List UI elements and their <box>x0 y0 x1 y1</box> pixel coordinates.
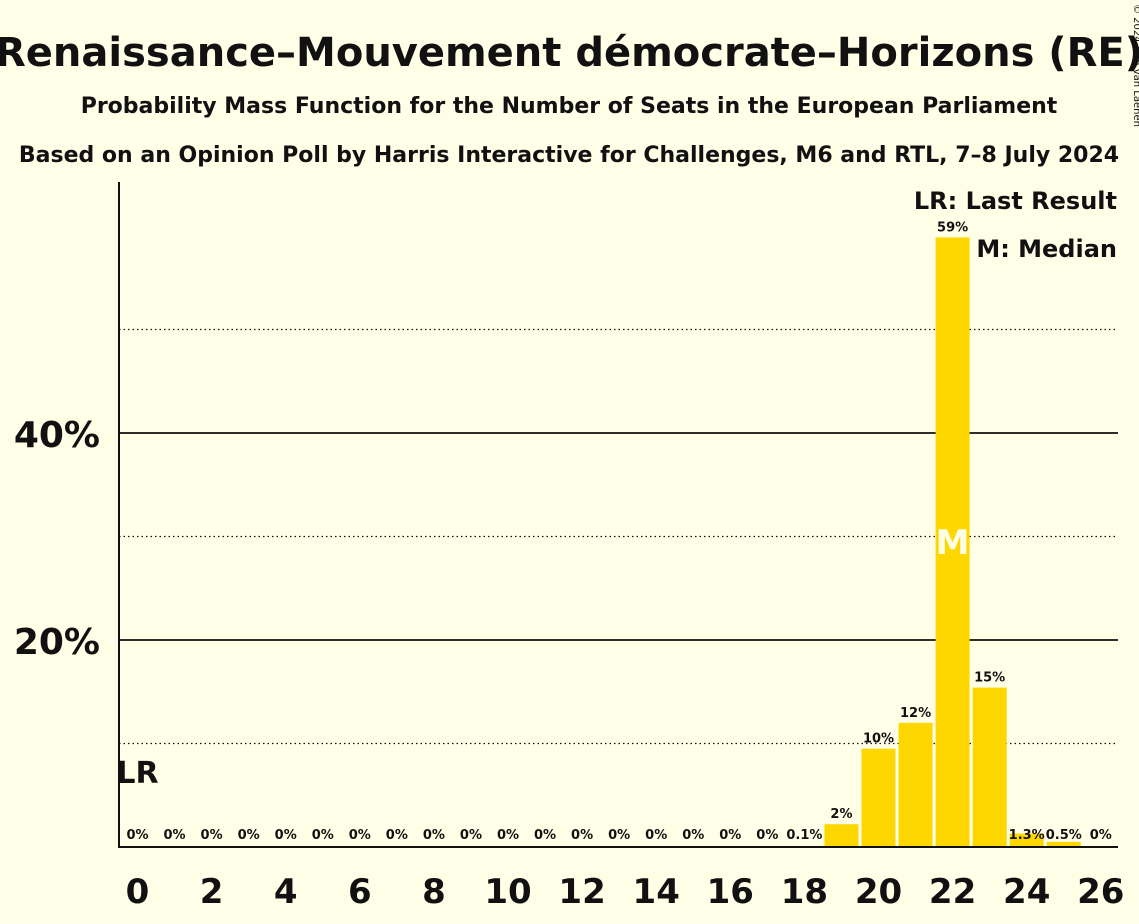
bar <box>1046 841 1081 847</box>
x-tick-label: 12 <box>558 872 605 912</box>
copyright-text: © 2024 Filip van Laenen <box>1131 4 1139 127</box>
x-tick-label: 22 <box>929 872 976 912</box>
bar-value-label: 0% <box>349 828 371 843</box>
bar-value-label: 0% <box>423 828 445 843</box>
x-tick-label: 20 <box>855 872 902 912</box>
bar-value-label: 0% <box>571 828 593 843</box>
x-tick-label: 16 <box>707 872 754 912</box>
bar <box>935 237 970 847</box>
bar-value-label: 0% <box>682 828 704 843</box>
bar-value-label: 0% <box>238 828 260 843</box>
x-tick-label: 0 <box>126 872 150 912</box>
x-tick-label: 24 <box>1003 872 1050 912</box>
bar-value-label: 1.3% <box>1009 828 1045 843</box>
x-tick-label: 6 <box>348 872 372 912</box>
bar-value-label: 0.5% <box>1046 828 1082 843</box>
chart-subtitle: Probability Mass Function for the Number… <box>81 94 1058 119</box>
bar-value-label: 59% <box>937 220 968 235</box>
bar-value-label: 0% <box>497 828 519 843</box>
bar <box>861 748 896 847</box>
legend: LR: Last Result M: Median <box>914 187 1117 263</box>
legend-last-result: LR: Last Result <box>914 187 1117 215</box>
bar-value-label: 0% <box>534 828 556 843</box>
bar-value-label: 0% <box>1090 828 1112 843</box>
chart-subtitle-2: Based on an Opinion Poll by Harris Inter… <box>19 143 1119 168</box>
x-tick-label: 4 <box>274 872 298 912</box>
bar-value-label: 0% <box>645 828 667 843</box>
last-result-marker: LR <box>116 756 158 791</box>
x-tick-label: 14 <box>633 872 680 912</box>
bar-value-label: 0% <box>386 828 408 843</box>
median-marker: M <box>936 523 970 563</box>
chart-title: Renaissance–Mouvement démocrate–Horizons… <box>0 30 1139 76</box>
bar <box>972 687 1007 847</box>
bar-value-label: 0% <box>126 828 148 843</box>
x-tick-label: 2 <box>200 872 224 912</box>
y-tick-label: 40% <box>14 415 100 456</box>
bar-value-label: 0% <box>756 828 778 843</box>
bar-value-label: 0% <box>460 828 482 843</box>
bars: 0% 0% 0% 0% 0% 0% 0% 0% 0% 0% 0% 0% 0% 0% 0% 0% 0% 0% 0.1%… <box>116 220 1112 847</box>
bar-value-label: 10% <box>863 732 894 747</box>
bar-value-label: 2% <box>830 807 852 822</box>
bar-value-label: 0.1% <box>786 828 822 843</box>
x-tick-label: 8 <box>422 872 446 912</box>
bar-value-label: 0% <box>275 828 297 843</box>
bar-value-label: 0% <box>608 828 630 843</box>
bar <box>898 722 933 847</box>
bar-value-label: 0% <box>201 828 223 843</box>
bar <box>1009 833 1044 847</box>
x-tick-label: 18 <box>781 872 828 912</box>
bar-value-label: 0% <box>312 828 334 843</box>
bar-value-label: 12% <box>900 706 931 721</box>
bar <box>824 824 859 847</box>
axes: 20%40%0 2 4 6 8 10 12 14 16 18 20 22 24 26 <box>14 182 1124 912</box>
bar-value-label: 15% <box>974 671 1005 686</box>
y-tick-label: 20% <box>14 622 100 663</box>
bar-value-label: 0% <box>164 828 186 843</box>
legend-median: M: Median <box>976 235 1117 263</box>
x-tick-label: 10 <box>484 872 531 912</box>
x-tick-label: 26 <box>1077 872 1124 912</box>
bar-value-label: 0% <box>719 828 741 843</box>
